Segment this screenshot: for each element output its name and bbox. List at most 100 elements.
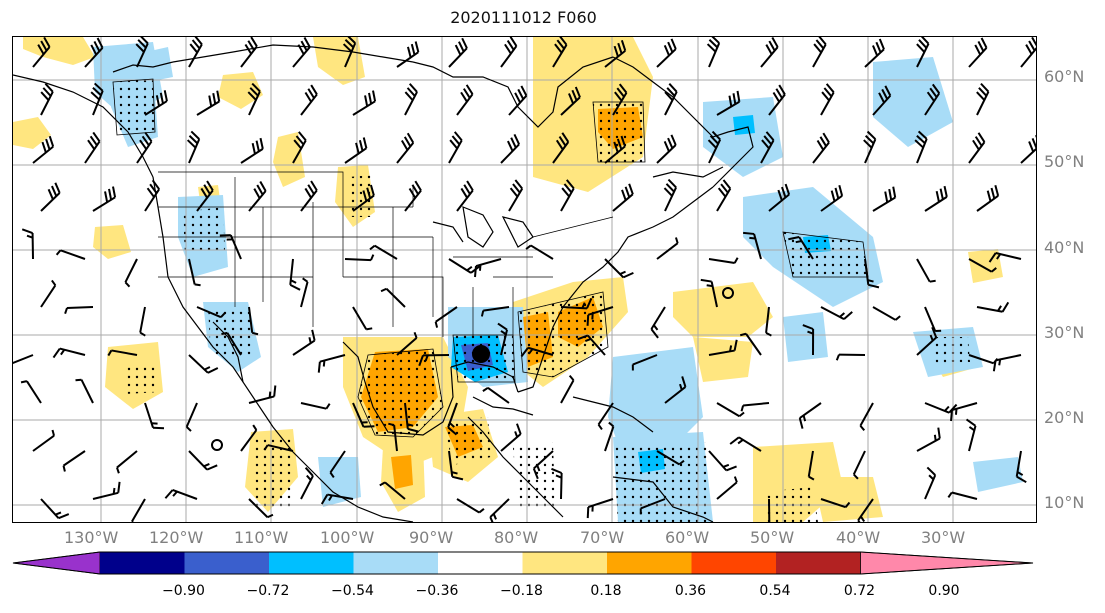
lon-label-80w: 80°W (494, 528, 539, 547)
lon-label-40w: 40°W (836, 528, 881, 547)
wind-barb (317, 354, 346, 373)
wind-barb (835, 353, 866, 361)
wind-barb (924, 83, 941, 116)
wind-barb (639, 498, 666, 515)
wind-barb (916, 37, 930, 68)
wind-barb (532, 450, 554, 480)
wind-barb (116, 450, 138, 474)
wind-barb (924, 185, 948, 212)
wind-barb (560, 86, 581, 116)
colorbar-extend-max (860, 551, 1034, 575)
wind-barb (708, 339, 738, 356)
wind-barb (55, 249, 86, 260)
lon-label-30w: 30°W (921, 528, 966, 547)
positive-anomaly-region (693, 337, 753, 382)
wind-barb (188, 354, 219, 374)
colorbar-tick-label: 0.36 (674, 583, 707, 599)
colorbar-extend-min (12, 551, 101, 575)
wind-barb (656, 450, 685, 466)
wind-barb (329, 450, 346, 478)
wind-barb (924, 466, 937, 500)
wind-barb (700, 278, 718, 308)
wind-barb (650, 306, 666, 339)
wind-barb (40, 182, 61, 212)
wind-barb (352, 402, 375, 428)
wind-barb (144, 179, 160, 212)
wind-barb (1020, 135, 1036, 164)
wind-barb (144, 402, 165, 430)
colorbar-tick-label: −0.90 (162, 583, 205, 599)
state-boundaries (158, 171, 614, 337)
graticule (13, 37, 1036, 522)
wind-barb (196, 180, 214, 212)
colorbar-segment (607, 552, 692, 574)
wind-barb (577, 334, 606, 356)
wind-barb (612, 183, 634, 212)
lon-label-100w: 100°W (320, 528, 375, 547)
wind-barb (508, 179, 524, 212)
wind-barb (664, 83, 678, 116)
wind-barb (560, 179, 575, 212)
wind-barb (988, 252, 1022, 263)
wind-barb (84, 131, 101, 164)
wind-barb (418, 354, 450, 367)
wind-barb (185, 402, 198, 432)
wind-barbs (13, 37, 1036, 522)
positive-anomaly-region (23, 37, 95, 65)
wind-barb (992, 354, 1022, 372)
wind-barb (456, 180, 474, 212)
wind-barb (131, 498, 146, 522)
colorbar-segment (269, 552, 354, 574)
wind-barb (263, 444, 294, 452)
wind-barb (968, 258, 997, 273)
wind-barb (500, 37, 518, 68)
colorbar (12, 551, 1034, 575)
wind-barb (396, 132, 415, 164)
wind-barb (924, 402, 958, 414)
colorbar-tick-label: 0.90 (928, 583, 960, 599)
colorbar-tick-label: 0.54 (759, 583, 791, 599)
wind-barb (768, 183, 791, 212)
wind-barb (196, 90, 221, 116)
wind-barb (664, 376, 687, 404)
positive-anomaly-region (968, 249, 1003, 283)
wind-barb (812, 37, 827, 68)
wind-barb (812, 132, 830, 164)
wind-barb (248, 306, 259, 336)
wind-barb (21, 228, 34, 260)
wind-barb (482, 386, 510, 404)
wind-barb (247, 82, 261, 116)
wind-barb (551, 467, 563, 500)
wind-barb (914, 130, 928, 164)
wind-barb (456, 84, 474, 116)
wind-barb (820, 184, 844, 212)
wind-barb (404, 83, 418, 116)
lat-label-30n: 30°N (1044, 323, 1085, 342)
wind-barb (434, 306, 458, 328)
lat-label-20n: 20°N (1044, 408, 1085, 427)
wind-barb (864, 258, 880, 289)
map-title: 2020111012 F060 (450, 8, 597, 27)
wind-barb (352, 184, 375, 212)
wind-barb (388, 422, 398, 452)
wind-barb (820, 306, 853, 321)
wind-barb (788, 236, 814, 260)
wind-barb (164, 489, 198, 500)
wind-barb (40, 498, 70, 520)
wind-barb (552, 37, 568, 68)
wind-barb (135, 37, 149, 68)
wind-barb (631, 354, 658, 371)
wind-barb (965, 418, 977, 452)
wind-barb (597, 402, 614, 431)
wind-barb (872, 186, 897, 212)
wind-barb (768, 84, 786, 116)
open-circle-marker (211, 439, 223, 451)
wind-barb (124, 258, 138, 288)
wind-barb (240, 424, 258, 452)
wind-barb (396, 41, 420, 68)
wind-barb (92, 481, 121, 500)
wind-barb (508, 85, 528, 116)
wind-barb (820, 498, 851, 509)
wind-barb (13, 354, 34, 365)
map-canvas (13, 37, 1036, 522)
